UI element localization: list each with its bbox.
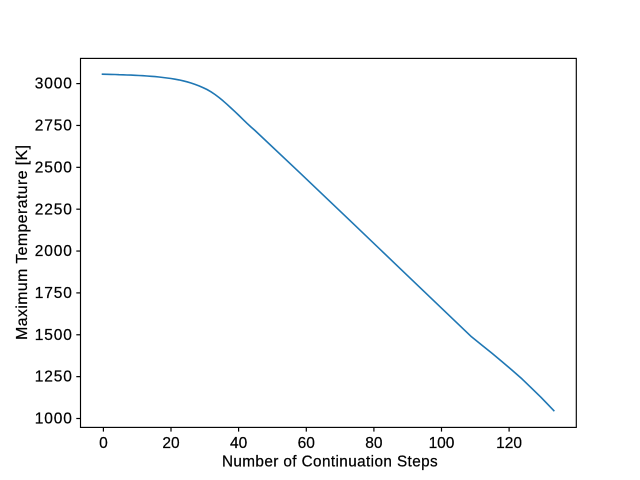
svg-text:3000: 3000 bbox=[35, 76, 73, 93]
svg-text:1750: 1750 bbox=[35, 285, 73, 302]
svg-text:0: 0 bbox=[99, 435, 108, 452]
svg-text:2000: 2000 bbox=[35, 243, 73, 260]
svg-text:2500: 2500 bbox=[35, 159, 73, 176]
svg-text:1500: 1500 bbox=[35, 327, 73, 344]
svg-text:100: 100 bbox=[429, 435, 455, 452]
svg-text:2750: 2750 bbox=[35, 118, 73, 135]
svg-text:2250: 2250 bbox=[35, 201, 73, 218]
svg-text:1250: 1250 bbox=[35, 369, 73, 386]
svg-text:40: 40 bbox=[230, 435, 248, 452]
svg-text:120: 120 bbox=[496, 435, 522, 452]
svg-text:20: 20 bbox=[162, 435, 180, 452]
svg-text:Number of Continuation Steps: Number of Continuation Steps bbox=[222, 454, 438, 471]
svg-text:Maximum Temperature [K]: Maximum Temperature [K] bbox=[14, 145, 31, 340]
svg-text:1000: 1000 bbox=[35, 411, 73, 428]
svg-text:80: 80 bbox=[365, 435, 383, 452]
svg-text:60: 60 bbox=[298, 435, 316, 452]
